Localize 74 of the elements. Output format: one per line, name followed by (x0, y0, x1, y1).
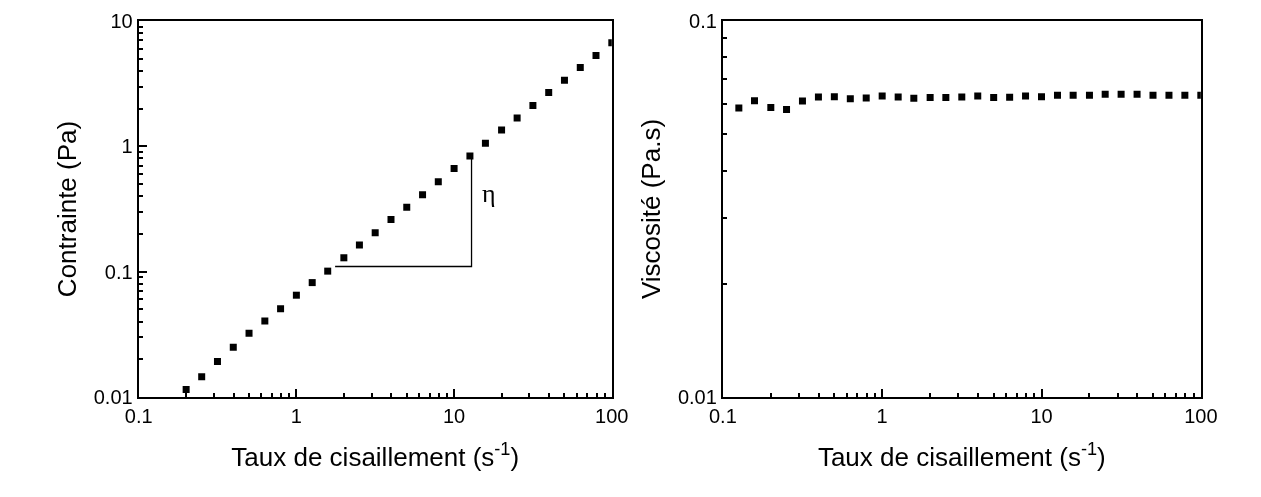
point (1085, 91, 1093, 99)
point (878, 92, 886, 100)
point (958, 93, 966, 101)
x-tick-label: 0.1 (708, 405, 737, 427)
point (910, 94, 918, 102)
point (340, 254, 348, 262)
point (1165, 91, 1173, 99)
point (1069, 91, 1077, 99)
point (751, 97, 758, 105)
point (894, 93, 902, 101)
point (1022, 92, 1030, 100)
point (434, 178, 442, 186)
point (498, 126, 506, 134)
point (261, 317, 269, 325)
point (576, 64, 584, 72)
y-axis-title: Viscosité (Pa.s) (635, 118, 666, 300)
point (481, 139, 489, 147)
point (560, 76, 568, 84)
point (974, 92, 982, 100)
point (450, 165, 458, 173)
point (245, 329, 253, 337)
x-axis-title: Taux de cisaillement (s$^{-1}$) (817, 439, 1106, 473)
point (513, 114, 521, 122)
y-tick-label: 0.01 (93, 386, 133, 408)
point (942, 93, 950, 101)
point (735, 104, 743, 112)
annotation: η (482, 179, 496, 208)
x-tick-label: 100 (595, 405, 629, 427)
point (1053, 91, 1061, 99)
point (545, 88, 553, 96)
point (466, 152, 474, 160)
x-tick-label: 1 (876, 405, 888, 427)
x-tick-label: 100 (1184, 405, 1218, 427)
point (1117, 90, 1125, 98)
point (371, 229, 379, 237)
point (862, 94, 870, 102)
point (308, 279, 316, 287)
point (1149, 91, 1157, 99)
point (592, 52, 600, 60)
point (324, 267, 332, 275)
point (419, 191, 427, 199)
point (926, 93, 934, 101)
point (990, 93, 998, 101)
point (213, 357, 221, 365)
y-tick-label: 10 (110, 10, 133, 32)
point (798, 97, 806, 105)
point (229, 343, 237, 351)
point (1006, 93, 1014, 101)
point (846, 95, 854, 103)
point (387, 215, 395, 223)
point (830, 93, 838, 101)
point (1133, 90, 1141, 98)
point (767, 103, 775, 111)
x-tick-label: 10 (1030, 405, 1053, 427)
x-tick-label: 1 (290, 405, 302, 427)
point (814, 93, 822, 101)
point (1038, 93, 1045, 101)
y-tick-label: 0.1 (104, 260, 133, 283)
point (355, 241, 363, 249)
point (277, 305, 285, 313)
point (529, 101, 537, 109)
x-tick-label: 0.1 (124, 405, 153, 427)
point (403, 203, 411, 211)
point (292, 291, 300, 299)
x-tick-label: 10 (442, 405, 466, 427)
y-tick-label: 0.01 (677, 386, 717, 408)
point (783, 105, 791, 113)
point (198, 373, 206, 381)
point (1101, 90, 1109, 98)
point (1181, 91, 1189, 99)
y-tick-label: 1 (121, 135, 133, 158)
y-axis-title: Contrainte (Pa) (51, 120, 82, 298)
x-axis-title: Taux de cisaillement (s$^{-1}$) (231, 439, 520, 473)
point (182, 385, 190, 393)
